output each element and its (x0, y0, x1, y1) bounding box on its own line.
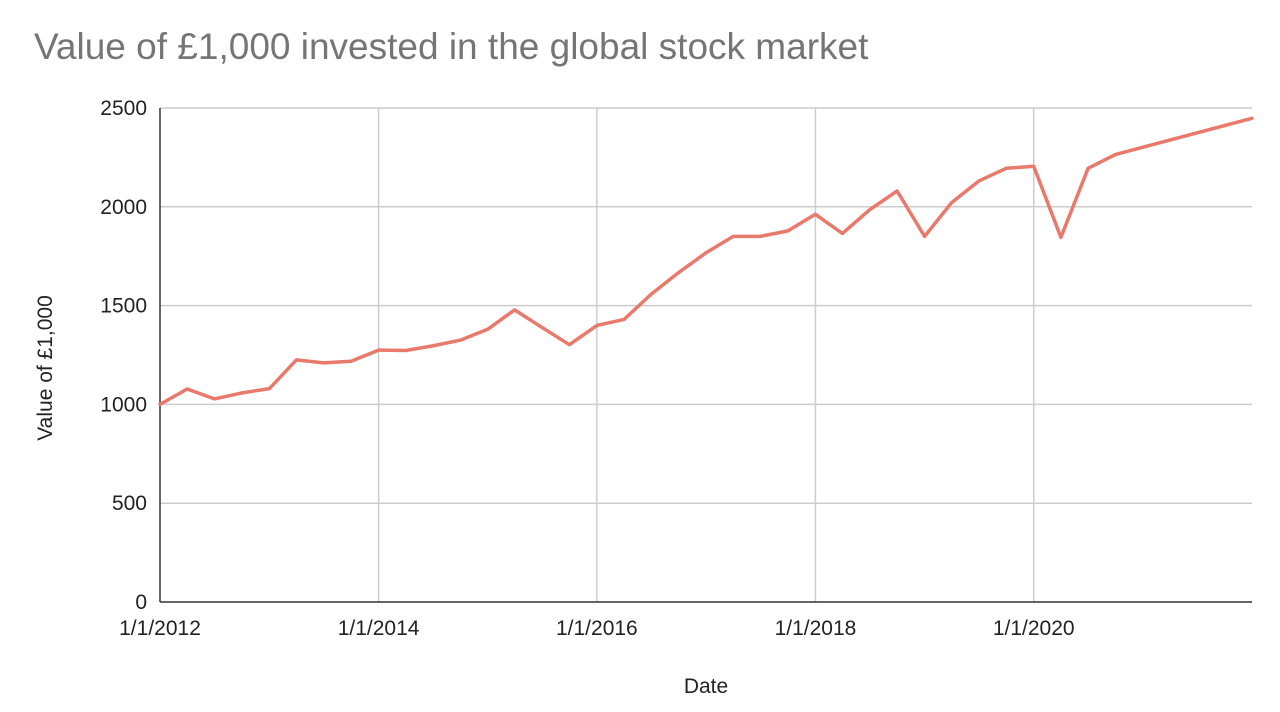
data-point (431, 344, 434, 348)
data-point (213, 397, 216, 401)
data-point (377, 348, 380, 352)
data-point (158, 403, 162, 406)
data-point (841, 232, 844, 235)
data-point (950, 201, 953, 205)
data-point (568, 343, 571, 346)
x-tick-label: 1/1/2012 (119, 617, 201, 640)
data-point (1250, 117, 1254, 120)
series-layer (158, 116, 1254, 407)
y-axis-title: Value of £1,000 (34, 295, 57, 441)
axes (159, 108, 1252, 603)
data-point (677, 271, 680, 274)
data-point (595, 324, 599, 327)
data-point (1032, 165, 1035, 168)
tick-labels: 0 500 1000 1500 2000 2500 1/1/2012 1/1/2014 1/1/… (100, 97, 1074, 640)
data-point (868, 208, 871, 211)
data-point (349, 360, 353, 363)
x-axis-title: Date (684, 675, 728, 698)
data-point (1114, 153, 1117, 156)
y-tick-label: 1500 (100, 295, 147, 318)
y-tick-label: 1000 (100, 393, 147, 416)
data-point (240, 391, 244, 395)
grid-lines (160, 107, 1252, 602)
x-tick-label: 1/1/2016 (556, 617, 638, 640)
data-point (268, 387, 271, 390)
data-point (513, 308, 516, 312)
data-point (1005, 167, 1008, 170)
data-point (1059, 236, 1063, 239)
data-point (186, 387, 189, 391)
data-point (622, 318, 626, 321)
data-point (814, 213, 817, 216)
data-point (650, 292, 653, 296)
y-tick-label: 2500 (100, 97, 147, 120)
x-tick-label: 1/1/2020 (993, 617, 1075, 640)
y-tick-label: 500 (112, 492, 147, 515)
x-tick-label: 1/1/2018 (775, 617, 857, 640)
data-point (322, 361, 325, 365)
data-point (759, 235, 762, 238)
data-point (540, 326, 544, 329)
data-point (486, 328, 489, 331)
data-point (1086, 167, 1090, 170)
data-point (295, 358, 298, 362)
data-point (705, 251, 708, 254)
x-tick-label: 1/1/2014 (338, 617, 420, 640)
series-line (158, 116, 1254, 407)
data-point (786, 229, 790, 233)
data-point (404, 349, 407, 352)
data-point (977, 179, 980, 183)
data-point (459, 338, 462, 342)
y-tick-label: 2000 (100, 196, 147, 219)
data-point (923, 235, 926, 238)
data-point (895, 189, 899, 193)
chart-title: Value of £1,000 invested in the global s… (34, 26, 869, 67)
data-point (732, 235, 735, 238)
y-tick-label: 0 (135, 591, 147, 614)
